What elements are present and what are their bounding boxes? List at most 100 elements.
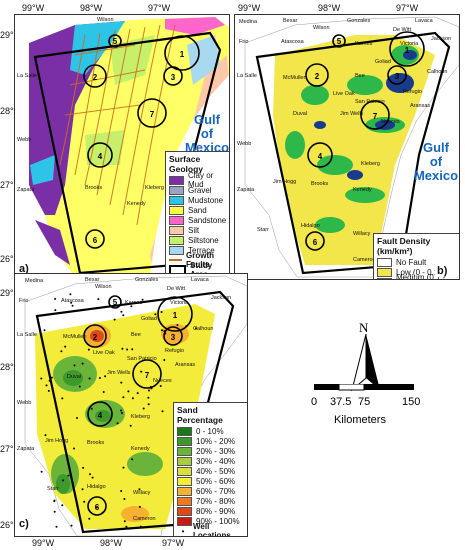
scale-tick-2: 75 bbox=[358, 396, 371, 408]
c-city-jimwells: Jim Wells bbox=[107, 370, 131, 376]
well-point bbox=[48, 379, 51, 382]
study-area-b bbox=[255, 31, 451, 275]
b-city-aransas: Aransas bbox=[410, 103, 430, 109]
well-point bbox=[120, 310, 123, 313]
legend-geology-item-swatch bbox=[169, 215, 184, 225]
c-city-mcmullen: McMullen bbox=[63, 334, 87, 340]
panel-b-map: 1 2 3 4 5 6 7 Medina Bexar Wilson Gonzal… bbox=[234, 14, 460, 280]
c-city-calhoun: Calhoun bbox=[193, 326, 214, 332]
well-point bbox=[54, 309, 57, 312]
well-point bbox=[176, 324, 179, 326]
well-point bbox=[76, 417, 78, 419]
well-point bbox=[127, 390, 130, 393]
legend-sand-item-row: 60% - 70% bbox=[177, 486, 245, 496]
b-city-lavaca: Lavaca bbox=[415, 18, 434, 24]
well-point bbox=[89, 473, 91, 476]
legend-sand-item-row: 30% - 40% bbox=[177, 456, 245, 466]
well-point bbox=[121, 412, 123, 414]
well-point bbox=[120, 490, 123, 492]
well-point bbox=[123, 498, 126, 500]
well-point bbox=[159, 385, 162, 387]
b-city-kenedy: Kenedy bbox=[353, 187, 372, 193]
well-point bbox=[87, 348, 90, 351]
city-kenedy-a: Kenedy bbox=[127, 201, 146, 207]
legend-geology-item-swatch bbox=[169, 235, 184, 245]
b-city-liveoak: Live Oak bbox=[333, 91, 355, 97]
well-point bbox=[113, 318, 116, 321]
panel-a-map: 1 2 3 4 5 6 7 Wilson La Salle Webb Zapat… bbox=[14, 14, 230, 280]
city-labels-c: Medina Bexar Wilson Gonzales Lavaca De W… bbox=[17, 277, 231, 522]
c-city-liveoak: Live Oak bbox=[93, 350, 115, 356]
c-city-goliad: Goliad bbox=[141, 316, 157, 322]
well-point bbox=[61, 397, 64, 400]
b-circle-1: 1 bbox=[405, 46, 410, 55]
legend-geology-item-swatch bbox=[169, 175, 184, 185]
b-city-nueces: Nueces bbox=[381, 119, 400, 125]
well-point bbox=[95, 506, 98, 509]
panel-c-svg: 1 2 3 4 5 6 7 Medina Bexar Wilson Gonzal… bbox=[17, 275, 247, 536]
b-city-bee: Bee bbox=[355, 73, 365, 79]
scale-tick-3: 150 bbox=[402, 396, 421, 408]
circle-4-label: 4 bbox=[98, 152, 103, 161]
b-city-victoria: Victoria bbox=[400, 41, 419, 47]
b-city-frio: Frio bbox=[239, 39, 248, 45]
legend-fault-item-swatch bbox=[377, 257, 392, 267]
c-city-zapata: Zapata bbox=[17, 446, 35, 452]
gulf-line2-a: of bbox=[200, 126, 214, 141]
well-point bbox=[129, 424, 132, 427]
b-city-sanpatricio: San Patricio bbox=[355, 99, 385, 105]
c-city-frio: Frio bbox=[19, 298, 28, 304]
b-city-dewitt: De Witt bbox=[393, 27, 412, 33]
geology-terrace bbox=[187, 35, 220, 85]
c-city-cameron: Cameron bbox=[133, 516, 156, 522]
b-circle-3: 3 bbox=[395, 72, 400, 81]
c-city-gonzales: Gonzales bbox=[135, 277, 158, 283]
legend-sand-item-label: 90% - 100% bbox=[196, 516, 240, 526]
c-city-bee: Bee bbox=[131, 332, 141, 338]
well-point bbox=[88, 377, 91, 380]
scale-tick-1: 37.5 bbox=[330, 396, 352, 408]
legend-sand-item-label: 30% - 40% bbox=[196, 456, 236, 466]
c-city-victoria: Victoria bbox=[170, 300, 189, 306]
legend-wells-label: Well Locations bbox=[193, 522, 231, 537]
fault-line-swatch bbox=[169, 259, 182, 261]
well-point bbox=[123, 520, 126, 523]
arrow-right-half bbox=[366, 334, 380, 390]
axis-top-b-97: 97°W bbox=[396, 3, 419, 13]
c-city-bexar: Bexar bbox=[85, 277, 100, 283]
panel-c-label: c) bbox=[17, 518, 31, 530]
legend-geology-item-label: Sand bbox=[188, 205, 207, 215]
scale-bar: 0 37.5 75 150 Kilometers bbox=[308, 380, 428, 432]
legend-sand-item-swatch bbox=[177, 496, 192, 506]
b-city-mcmullen: McMullen bbox=[283, 75, 307, 81]
well-point bbox=[73, 447, 75, 450]
legend-geology-item-swatch bbox=[169, 205, 184, 215]
well-point bbox=[78, 385, 81, 388]
axis-top-a-98: 98°W bbox=[80, 3, 103, 13]
legend-faults-label: Growth Faults bbox=[186, 251, 214, 269]
gulf-line1-b: Gulf bbox=[423, 140, 449, 155]
well-point bbox=[195, 327, 197, 330]
legend-sand-item-row: 90% - 100% bbox=[177, 516, 245, 526]
c-city-duval: Duval bbox=[67, 374, 81, 380]
city-labels-b: Medina Bexar Wilson Gonzales Lavaca De W… bbox=[237, 18, 451, 263]
c-city-lasalle: La Salle bbox=[17, 332, 37, 338]
well-point bbox=[120, 409, 123, 412]
legend-geology-item-swatch bbox=[169, 185, 184, 195]
well-point bbox=[82, 466, 85, 469]
c-city-medina: Medina bbox=[25, 278, 44, 284]
b-city-gonzales: Gonzales bbox=[347, 18, 370, 24]
well-locations bbox=[40, 293, 197, 528]
c-city-refugio: Refugio bbox=[165, 348, 184, 354]
well-point bbox=[121, 347, 124, 350]
c-city-karnes: Karnes bbox=[125, 300, 143, 306]
c-circle-4: 4 bbox=[98, 411, 103, 420]
c-city-nueces: Nueces bbox=[153, 378, 172, 384]
legend-sand-item-swatch bbox=[177, 516, 192, 526]
panel-b-svg: 1 2 3 4 5 6 7 Medina Bexar Wilson Gonzal… bbox=[237, 16, 459, 278]
legend-fault-item-row: No Fault bbox=[377, 257, 457, 267]
well-point bbox=[64, 345, 67, 348]
well-point bbox=[102, 391, 105, 393]
well-point bbox=[91, 476, 94, 479]
